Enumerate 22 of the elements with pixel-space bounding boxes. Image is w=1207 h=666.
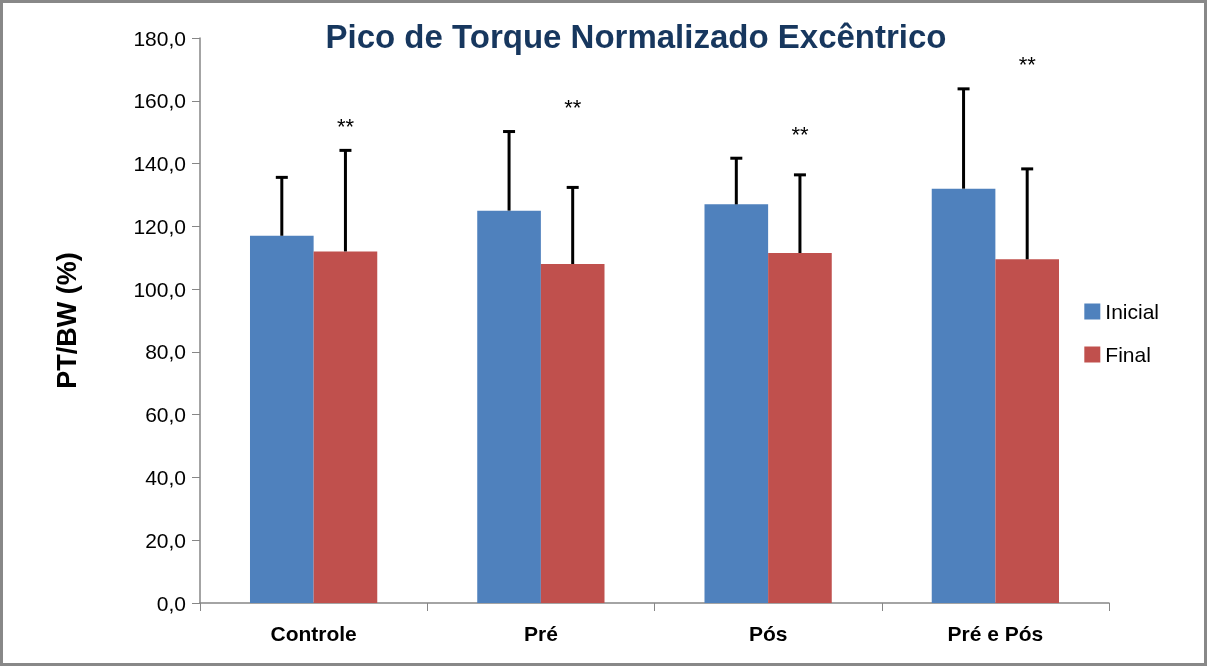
y-axis-title: PT/BW (%) xyxy=(51,252,82,389)
annotation: ** xyxy=(336,113,355,139)
chart-title: Pico de Torque Normalizado Excêntrico xyxy=(325,18,947,55)
y-tick-label: 80,0 xyxy=(145,340,186,364)
annotation: ** xyxy=(1018,52,1037,78)
x-tick-label: Pré e Pós xyxy=(947,622,1044,645)
y-tick-label: 20,0 xyxy=(145,528,186,552)
legend-label: Final xyxy=(1105,343,1151,366)
y-tick-label: 120,0 xyxy=(133,214,186,238)
annotation: ** xyxy=(791,121,809,147)
annotation: ** xyxy=(564,95,582,121)
y-tick-label: 180,0 xyxy=(133,26,186,50)
x-tick-label: Controle xyxy=(270,622,357,645)
y-tick-label: 60,0 xyxy=(145,403,186,427)
y-tick-label: 0,0 xyxy=(156,591,186,615)
y-tick-label: 100,0 xyxy=(133,277,186,301)
y-tick-label: 160,0 xyxy=(133,89,186,113)
x-tick-label: Pré xyxy=(523,622,558,645)
y-tick-label: 140,0 xyxy=(133,152,186,176)
legend-label: Inicial xyxy=(1105,300,1160,323)
x-tick-label: Pós xyxy=(748,622,788,645)
y-tick-label: 40,0 xyxy=(145,465,186,489)
